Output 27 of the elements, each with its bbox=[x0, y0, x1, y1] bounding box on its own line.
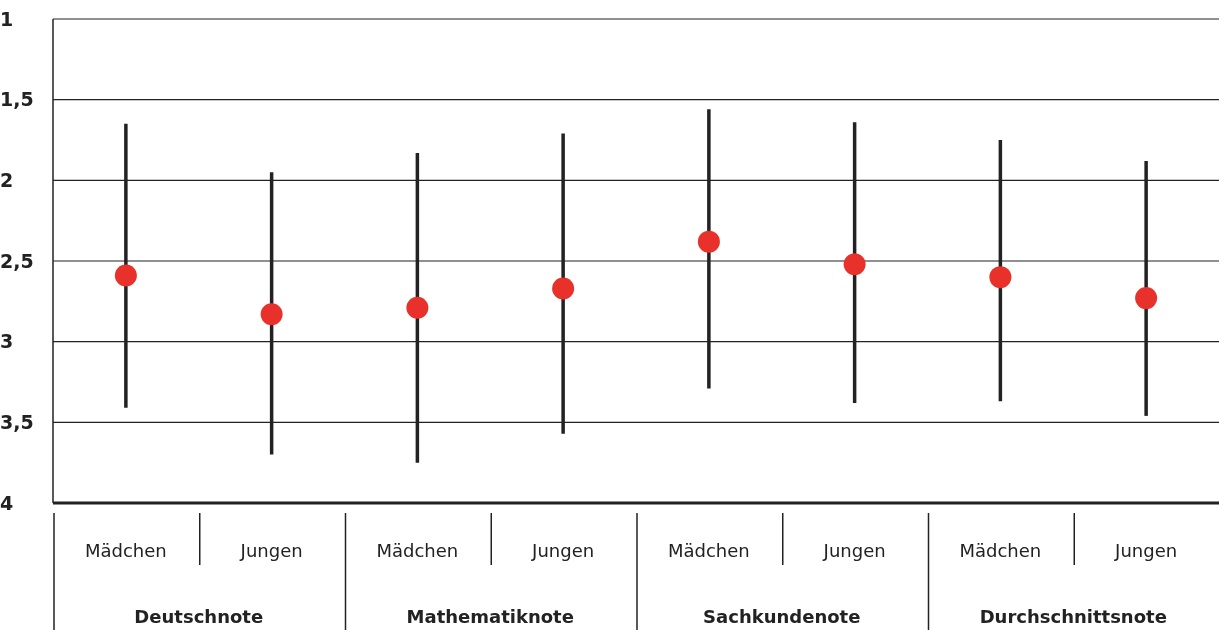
y-tick-label: 2 bbox=[0, 169, 14, 192]
x-tick-label: Mädchen bbox=[84, 540, 167, 561]
point bbox=[989, 266, 1012, 289]
point bbox=[406, 296, 429, 319]
x-tick-label: Jungen bbox=[1114, 540, 1178, 561]
y-tick-label: 1,5 bbox=[0, 88, 34, 111]
y-tick-label: 1 bbox=[0, 7, 14, 30]
point bbox=[552, 277, 575, 300]
x-tick-label: Mädchen bbox=[959, 540, 1042, 561]
x-tick-label: Jungen bbox=[822, 540, 886, 561]
text: Sachkundenote bbox=[703, 606, 861, 627]
y-tick-label: 3,5 bbox=[0, 411, 34, 434]
point bbox=[843, 253, 866, 276]
x-tick-label: Mädchen bbox=[376, 540, 459, 561]
point bbox=[697, 230, 720, 253]
x-tick-label: Mädchen bbox=[667, 540, 750, 561]
x-tick-label: Jungen bbox=[531, 540, 595, 561]
point bbox=[1135, 287, 1158, 310]
point bbox=[114, 264, 137, 287]
text: Mathematiknote bbox=[406, 606, 574, 627]
x-tick-label: Jungen bbox=[239, 540, 303, 561]
point bbox=[260, 303, 283, 326]
text: Durchschnittsnote bbox=[979, 606, 1167, 627]
y-tick-label: 4 bbox=[0, 491, 14, 514]
text: Deutschnote bbox=[134, 606, 264, 627]
y-tick-label: 2,5 bbox=[0, 249, 34, 272]
y-tick-label: 3 bbox=[0, 330, 14, 353]
